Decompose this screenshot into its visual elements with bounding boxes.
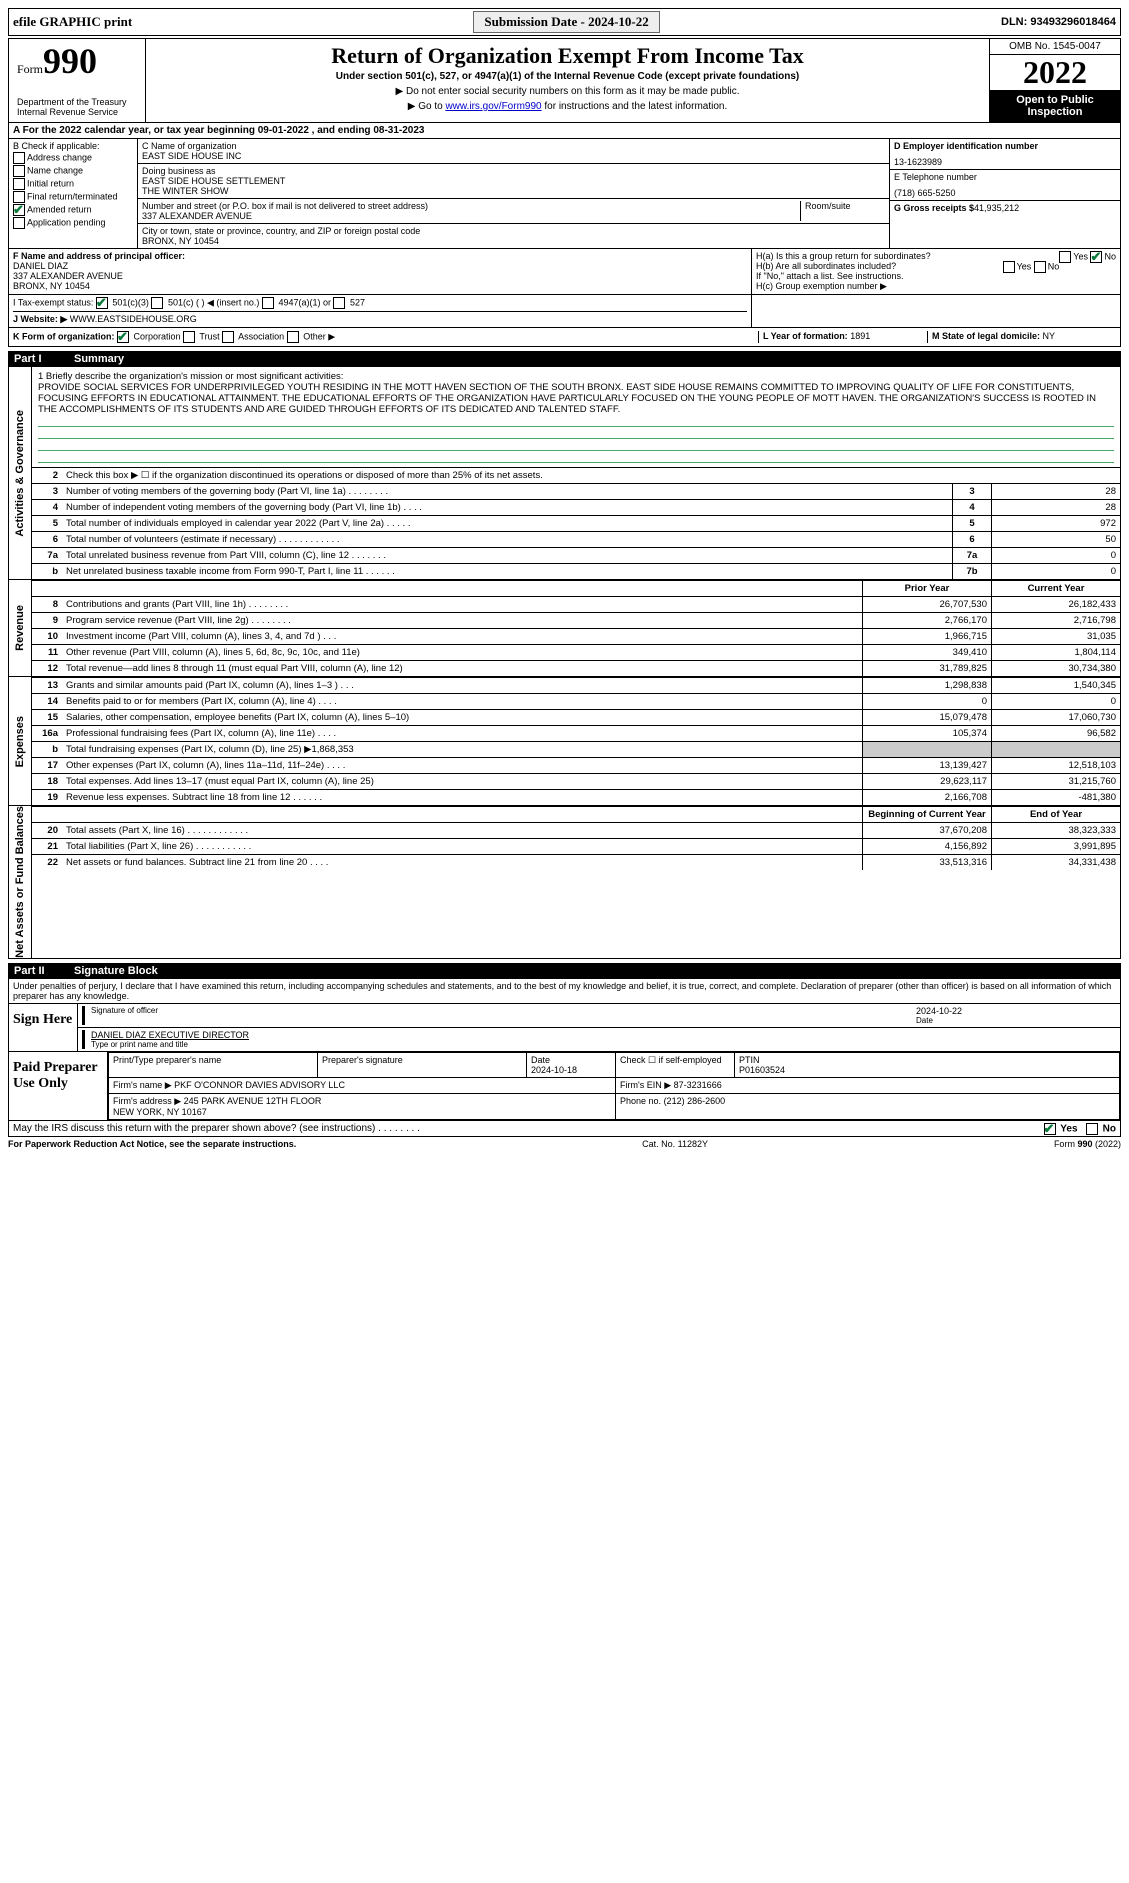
chk-application-pending[interactable]: Application pending [13, 217, 133, 229]
revenue-table: Prior YearCurrent Year 8Contributions an… [32, 580, 1120, 676]
penalties-statement: Under penalties of perjury, I declare th… [8, 979, 1121, 1004]
submission-date-button[interactable]: Submission Date - 2024-10-22 [473, 11, 659, 33]
form-header: Form990 Department of the Treasury Inter… [8, 38, 1121, 123]
form-number-cell: Form990 Department of the Treasury Inter… [9, 39, 146, 122]
preparer-table: Print/Type preparer's name Preparer's si… [108, 1052, 1120, 1120]
paperwork-notice: For Paperwork Reduction Act Notice, see … [8, 1139, 296, 1149]
title-cell: Return of Organization Exempt From Incom… [146, 39, 989, 122]
sign-here-block: Sign Here Signature of officer 2024-10-2… [8, 1004, 1121, 1052]
instruction-2: ▶ Go to www.irs.gov/Form990 for instruct… [150, 101, 985, 112]
dln-label: DLN: 93493296018464 [1001, 16, 1116, 28]
firm-ein: 87-3231666 [674, 1080, 722, 1090]
chk-corporation[interactable] [117, 331, 129, 343]
department-label: Department of the Treasury Internal Reve… [17, 97, 137, 117]
efile-banner: efile GRAPHIC print Submission Date - 20… [8, 8, 1121, 36]
col-d-ein: D Employer identification number 13-1623… [889, 139, 1120, 248]
chk-4947[interactable] [262, 297, 274, 309]
discuss-row: May the IRS discuss this return with the… [8, 1121, 1121, 1137]
governance-block: Activities & Governance 1 Briefly descri… [8, 367, 1121, 580]
expenses-table: 13Grants and similar amounts paid (Part … [32, 677, 1120, 805]
open-public-label: Open to Public Inspection [990, 90, 1120, 122]
ptin: P01603524 [739, 1065, 785, 1075]
city-state-zip: BRONX, NY 10454 [142, 236, 885, 246]
expenses-block: Expenses 13Grants and similar amounts pa… [8, 677, 1121, 806]
cat-no: Cat. No. 11282Y [642, 1139, 708, 1149]
side-label-governance: Activities & Governance [14, 410, 26, 537]
mission-text: PROVIDE SOCIAL SERVICES FOR UNDERPRIVILE… [38, 382, 1114, 415]
ein-value: 13-1623989 [894, 157, 1116, 167]
entity-block: B Check if applicable: Address change Na… [8, 139, 1121, 249]
firm-name: PKF O'CONNOR DAVIES ADVISORY LLC [174, 1080, 345, 1090]
org-name: EAST SIDE HOUSE INC [142, 151, 885, 161]
mission-section: 1 Briefly describe the organization's mi… [32, 367, 1120, 467]
chk-initial-return[interactable]: Initial return [13, 178, 133, 190]
chk-address-change[interactable]: Address change [13, 152, 133, 164]
row-k-l-m: K Form of organization: Corporation Trus… [8, 328, 1121, 347]
form-word: Form [17, 62, 43, 76]
officer-name-title: DANIEL DIAZ EXECUTIVE DIRECTOR [91, 1030, 1116, 1040]
chk-name-change[interactable]: Name change [13, 165, 133, 177]
efile-label: efile GRAPHIC print [13, 14, 132, 30]
main-title: Return of Organization Exempt From Incom… [150, 43, 985, 69]
footer: For Paperwork Reduction Act Notice, see … [8, 1139, 1121, 1149]
chk-amended-return[interactable]: Amended return [13, 204, 133, 216]
form-990-number: 990 [43, 41, 97, 81]
side-label-expenses: Expenses [14, 716, 26, 767]
gross-receipts: 41,935,212 [974, 203, 1019, 213]
chk-discuss-yes[interactable] [1044, 1123, 1056, 1135]
phone-value: (718) 665-5250 [894, 188, 1116, 198]
tax-year: 2022 [990, 55, 1120, 90]
chk-final-return[interactable]: Final return/terminated [13, 191, 133, 203]
side-label-netassets: Net Assets or Fund Balances [14, 806, 26, 958]
chk-501c3[interactable] [96, 297, 108, 309]
part-1-header: Part I Summary [8, 351, 1121, 367]
form-id-footer: Form 990 (2022) [1054, 1139, 1121, 1149]
prep-date: 2024-10-18 [531, 1065, 577, 1075]
net-assets-table: Beginning of Current YearEnd of Year 20T… [32, 806, 1120, 870]
row-a-tax-year: A For the 2022 calendar year, or tax yea… [8, 123, 1121, 139]
street-address: 337 ALEXANDER AVENUE [142, 211, 800, 221]
row-i: I Tax-exempt status: 501(c)(3) 501(c) ( … [8, 295, 1121, 328]
year-formation: 1891 [850, 331, 870, 341]
principal-officer: DANIEL DIAZ 337 ALEXANDER AVENUE BRONX, … [13, 261, 747, 291]
dba-name: EAST SIDE HOUSE SETTLEMENT THE WINTER SH… [142, 176, 885, 196]
instruction-1: ▶ Do not enter social security numbers o… [150, 86, 985, 97]
governance-table: 2Check this box ▶ ☐ if the organization … [32, 467, 1120, 579]
paid-preparer-block: Paid Preparer Use Only Print/Type prepar… [8, 1052, 1121, 1121]
chk-527[interactable] [333, 297, 345, 309]
sub-title: Under section 501(c), 527, or 4947(a)(1)… [150, 71, 985, 82]
omb-number: OMB No. 1545-0047 [990, 39, 1120, 55]
net-assets-block: Net Assets or Fund Balances Beginning of… [8, 806, 1121, 959]
chk-trust[interactable] [183, 331, 195, 343]
side-label-revenue: Revenue [14, 605, 26, 651]
chk-other[interactable] [287, 331, 299, 343]
col-b-checkboxes: B Check if applicable: Address change Na… [9, 139, 138, 248]
legal-domicile: NY [1043, 331, 1056, 341]
part-2-header: Part II Signature Block [8, 963, 1121, 979]
chk-501c[interactable] [151, 297, 163, 309]
sign-date: 2024-10-22 [916, 1006, 1116, 1016]
revenue-block: Revenue Prior YearCurrent Year 8Contribu… [8, 580, 1121, 677]
row-f-h: F Name and address of principal officer:… [8, 249, 1121, 295]
year-cell: OMB No. 1545-0047 2022 Open to Public In… [989, 39, 1120, 122]
room-suite: Room/suite [800, 201, 885, 221]
paid-preparer-label: Paid Preparer Use Only [9, 1052, 108, 1120]
website: WWW.EASTSIDEHOUSE.ORG [67, 314, 197, 324]
chk-discuss-no[interactable] [1086, 1123, 1098, 1135]
col-c-org-info: C Name of organization EAST SIDE HOUSE I… [138, 139, 889, 248]
chk-association[interactable] [222, 331, 234, 343]
sign-here-label: Sign Here [9, 1004, 78, 1051]
firm-phone: (212) 286-2600 [664, 1096, 726, 1106]
irs-link[interactable]: www.irs.gov/Form990 [445, 101, 541, 112]
